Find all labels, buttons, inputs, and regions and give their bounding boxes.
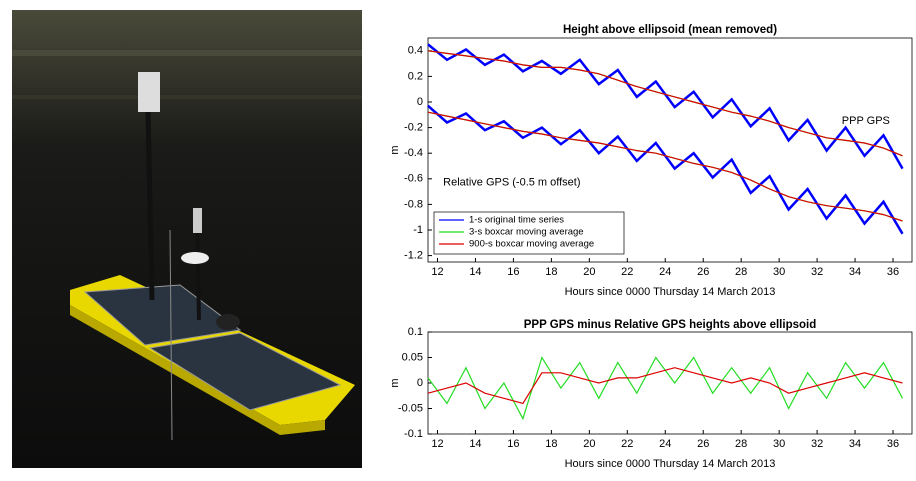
x-tick-label: 36: [887, 266, 899, 278]
x-tick-label: 30: [773, 438, 785, 450]
x-tick-label: 32: [811, 438, 823, 450]
x-tick-label: 12: [431, 438, 443, 450]
x-axis-label: Hours since 0000 Thursday 14 March 2013: [565, 286, 776, 298]
y-axis-label: m: [389, 378, 401, 387]
x-tick-label: 20: [583, 438, 595, 450]
x-tick-label: 34: [849, 438, 861, 450]
x-tick-label: 16: [507, 438, 519, 450]
legend-label: 3-s boxcar moving average: [469, 227, 584, 238]
x-tick-label: 24: [659, 266, 671, 278]
y-tick-label: 0: [417, 377, 423, 389]
legend-box: [433, 211, 625, 255]
y-axis-label: m: [389, 145, 401, 154]
series-line: [427, 50, 903, 157]
x-tick-label: 26: [697, 438, 709, 450]
x-tick-label: 12: [431, 266, 443, 278]
annotation: PPP GPS: [842, 115, 890, 127]
y-tick-label: -1.2: [404, 250, 423, 262]
x-tick-label: 28: [735, 438, 747, 450]
y-tick-label: 0.05: [402, 351, 423, 363]
chart-title: Height above ellipsoid (mean removed): [563, 24, 777, 36]
x-tick-label: 20: [583, 266, 595, 278]
x-tick-label: 28: [735, 266, 747, 278]
x-tick-label: 22: [621, 266, 633, 278]
x-tick-label: 32: [811, 266, 823, 278]
y-tick-label: 0.2: [408, 70, 423, 82]
annotation: Relative GPS (-0.5 m offset): [443, 177, 580, 189]
photo: [12, 10, 362, 468]
x-axis-label: Hours since 0000 Thursday 14 March 2013: [565, 458, 776, 470]
x-tick-label: 24: [659, 438, 671, 450]
x-tick-label: 18: [545, 438, 557, 450]
y-tick-label: -0.2: [404, 122, 423, 134]
y-tick-label: -0.4: [404, 147, 423, 159]
y-tick-label: 0: [417, 96, 423, 108]
y-tick-label: -0.05: [398, 402, 423, 414]
y-tick-label: 0.4: [408, 45, 423, 57]
y-tick-label: -0.1: [404, 428, 423, 440]
x-tick-label: 22: [621, 438, 633, 450]
legend-label: 1-s original time series: [469, 215, 564, 226]
plot-area: [427, 331, 913, 435]
y-tick-label: -0.6: [404, 173, 423, 185]
x-tick-label: 14: [469, 266, 481, 278]
y-tick-label: -0.8: [404, 198, 423, 210]
x-tick-label: 34: [849, 266, 861, 278]
x-tick-label: 14: [469, 438, 481, 450]
series-line: [427, 111, 903, 222]
y-tick-label: -1: [413, 224, 423, 236]
series-line: [427, 367, 903, 405]
chart-title: PPP GPS minus Relative GPS heights above…: [524, 319, 817, 331]
x-tick-label: 18: [545, 266, 557, 278]
x-tick-label: 16: [507, 266, 519, 278]
x-tick-label: 26: [697, 266, 709, 278]
legend-label: 900-s boxcar moving average: [469, 239, 594, 250]
y-tick-label: 0.1: [408, 326, 423, 338]
x-tick-label: 36: [887, 438, 899, 450]
x-tick-label: 30: [773, 266, 785, 278]
